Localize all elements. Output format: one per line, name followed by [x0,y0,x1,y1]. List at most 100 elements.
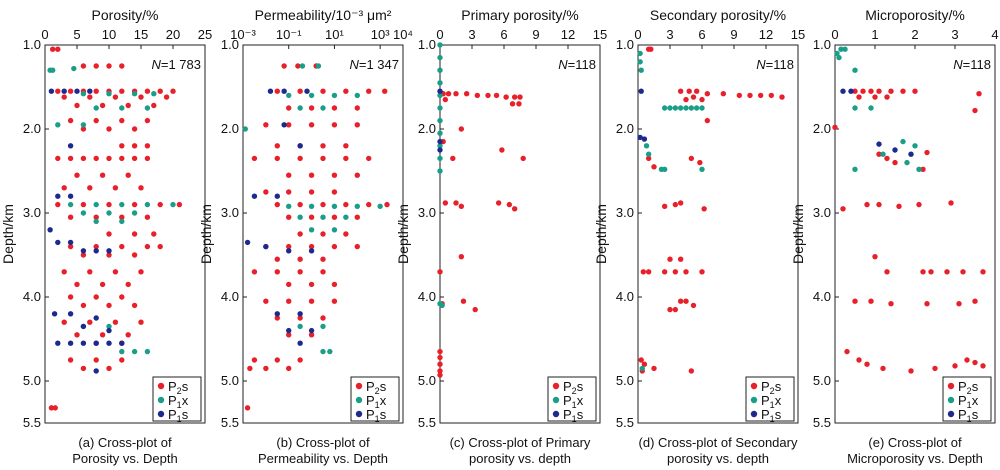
data-point-P2s [119,88,125,94]
data-point-P1s [48,88,55,94]
data-point-P2s [520,155,526,162]
data-point-P2s [112,319,119,325]
legend-marker-P1x [355,396,363,404]
data-point-P2s [286,105,292,111]
n-symbol: N [349,57,359,72]
data-point-P2s [286,214,292,220]
data-point-P2s [667,256,673,262]
data-point-P2s [888,301,894,307]
x-tick-label-a: 10 [102,27,116,42]
data-point-P1x [131,91,138,97]
data-point-P2s [131,302,138,309]
data-point-P1x [308,227,315,233]
legend-label-P2s: P2s [958,379,979,396]
y-tick-label-d: 5.0 [616,373,634,388]
data-point-P2s [131,143,138,149]
data-point-P2s [286,189,292,195]
data-point-P2s [131,155,138,162]
data-point-P2s [516,101,522,107]
data-point-P2s [852,88,858,94]
data-point-P1x [437,42,443,48]
data-point-P1x [299,63,306,69]
data-point-P1x [852,105,858,111]
x-tick-label-a: 20 [166,27,180,42]
data-point-P1s [437,138,443,145]
data-point-P1s [437,88,443,94]
data-point-P2s [55,46,61,52]
data-point-P2s [106,201,112,208]
data-point-P2s [872,94,878,100]
data-point-P2s [74,102,80,109]
data-point-P2s [972,359,978,366]
data-point-P1x [286,92,292,99]
legend-marker-P2s [750,382,758,390]
data-point-P1s [87,88,93,94]
data-point-P1s [47,227,53,233]
data-point-P1s [308,248,315,254]
data-point-P2s [645,269,652,275]
legend-label-P2s: P2s [366,379,387,396]
x-tick-label-e: 4 [991,27,998,42]
data-point-P2s [672,201,679,208]
n-value: =118 [568,57,596,72]
legend-label-P2s: P2s [761,379,782,396]
data-point-P2s [52,405,58,411]
y-tick-label-c: 1.0 [418,37,436,52]
data-point-P2s [948,200,954,206]
n-label-d: N=118 [756,57,794,72]
data-point-P1s [93,340,99,346]
n-value: =1 347 [359,57,399,72]
data-point-P1s [637,134,643,141]
data-point-P1x [151,91,157,97]
data-point-P2s [297,88,303,94]
data-point-P1x [320,323,326,330]
legend-marker-P1s [947,410,955,418]
data-point-P2s [157,201,163,208]
data-point-P1x [693,105,700,111]
x-tick-label-b: 10⁻³ [230,27,256,42]
data-point-P2s [888,88,894,94]
data-point-P2s [320,315,326,321]
data-point-P1s [119,340,125,346]
data-point-P1s [67,143,74,149]
y-tick-label-b: 5.0 [221,373,239,388]
data-point-P2s [693,88,700,94]
series-a-P2s [48,46,183,411]
data-point-P2s [884,269,890,275]
data-point-P1s [106,248,112,254]
data-point-P1s [93,248,99,254]
y-tick-label-a: 5.0 [23,373,41,388]
data-point-P2s [354,122,360,128]
data-point-P1x [71,65,77,72]
data-point-P2s [366,88,372,94]
data-point-P1x [868,105,874,111]
x-tick-label-c: 6 [500,27,507,42]
legend-marker-P2s [552,382,560,390]
data-point-P1x [667,105,673,111]
data-point-P2s [251,269,258,275]
data-point-P2s [320,231,326,237]
data-point-P1x [437,143,443,149]
x-tick-label-c: 12 [561,27,575,42]
data-point-P1x [842,46,848,52]
series-c-P1x [437,42,445,309]
data-point-P2s [677,256,684,262]
data-point-P2s [460,298,467,304]
series-d-P2s [638,46,785,374]
data-point-P2s [286,243,292,250]
data-point-P1x [852,166,858,173]
data-point-P2s [499,147,505,153]
data-point-P1x [916,166,922,173]
data-point-P2s [952,363,958,369]
data-point-P2s [125,281,131,288]
data-point-P1x [315,63,322,69]
y-axis-title-a: Depth/km [0,204,16,264]
x-tick-label-b: 10⁴ [393,27,413,42]
data-point-P1s [67,193,74,199]
data-point-P1x [80,210,87,216]
data-point-P2s [840,206,846,212]
data-point-P1x [308,203,315,209]
data-point-P1x [320,214,326,220]
data-point-P2s [437,348,443,355]
